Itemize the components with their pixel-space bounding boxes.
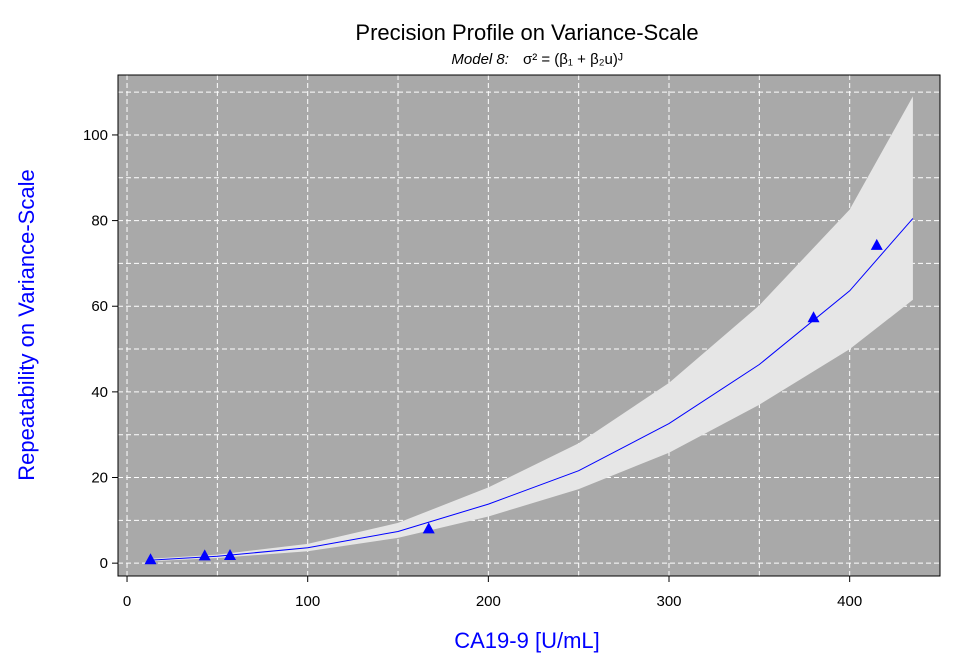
grid-lines	[118, 75, 940, 576]
data-point	[144, 553, 157, 565]
chart-title: Precision Profile on Variance-Scale	[355, 20, 698, 45]
y-tick-label: 0	[100, 555, 108, 572]
x-tick-label: 300	[656, 593, 681, 610]
chart-subtitle-formula: σ² = (β₁ + β₂u)ᴶ	[523, 51, 623, 68]
data-point	[422, 522, 435, 534]
y-tick-label: 40	[91, 384, 108, 401]
confidence-band	[148, 96, 913, 562]
data-point	[224, 548, 237, 560]
fitted-curve	[148, 218, 914, 561]
x-tick-label: 400	[837, 593, 862, 610]
y-tick-label: 60	[91, 298, 108, 315]
x-tick-label: 200	[476, 593, 501, 610]
plot-border	[117, 74, 941, 577]
chart-subtitle-model: Model 8:	[451, 51, 509, 68]
y-axis: 0 20 40 60 80 100	[83, 127, 118, 572]
y-tick-label: 100	[83, 127, 108, 144]
data-points	[144, 238, 883, 565]
data-point	[198, 549, 211, 561]
x-axis-title: CA19-9 [U/mL]	[454, 628, 600, 653]
x-tick-label: 0	[123, 593, 131, 610]
y-tick-label: 20	[91, 470, 108, 487]
chart-subtitle: Model 8: σ² = (β₁ + β₂u)ᴶ	[451, 51, 622, 68]
data-point	[870, 238, 883, 250]
data-point	[807, 311, 820, 323]
x-tick-label: 100	[295, 593, 320, 610]
x-axis: 0 100 200 300 400	[123, 576, 862, 610]
y-axis-title: Repeatability on Variance-Scale	[14, 169, 39, 480]
y-tick-label: 80	[91, 213, 108, 230]
